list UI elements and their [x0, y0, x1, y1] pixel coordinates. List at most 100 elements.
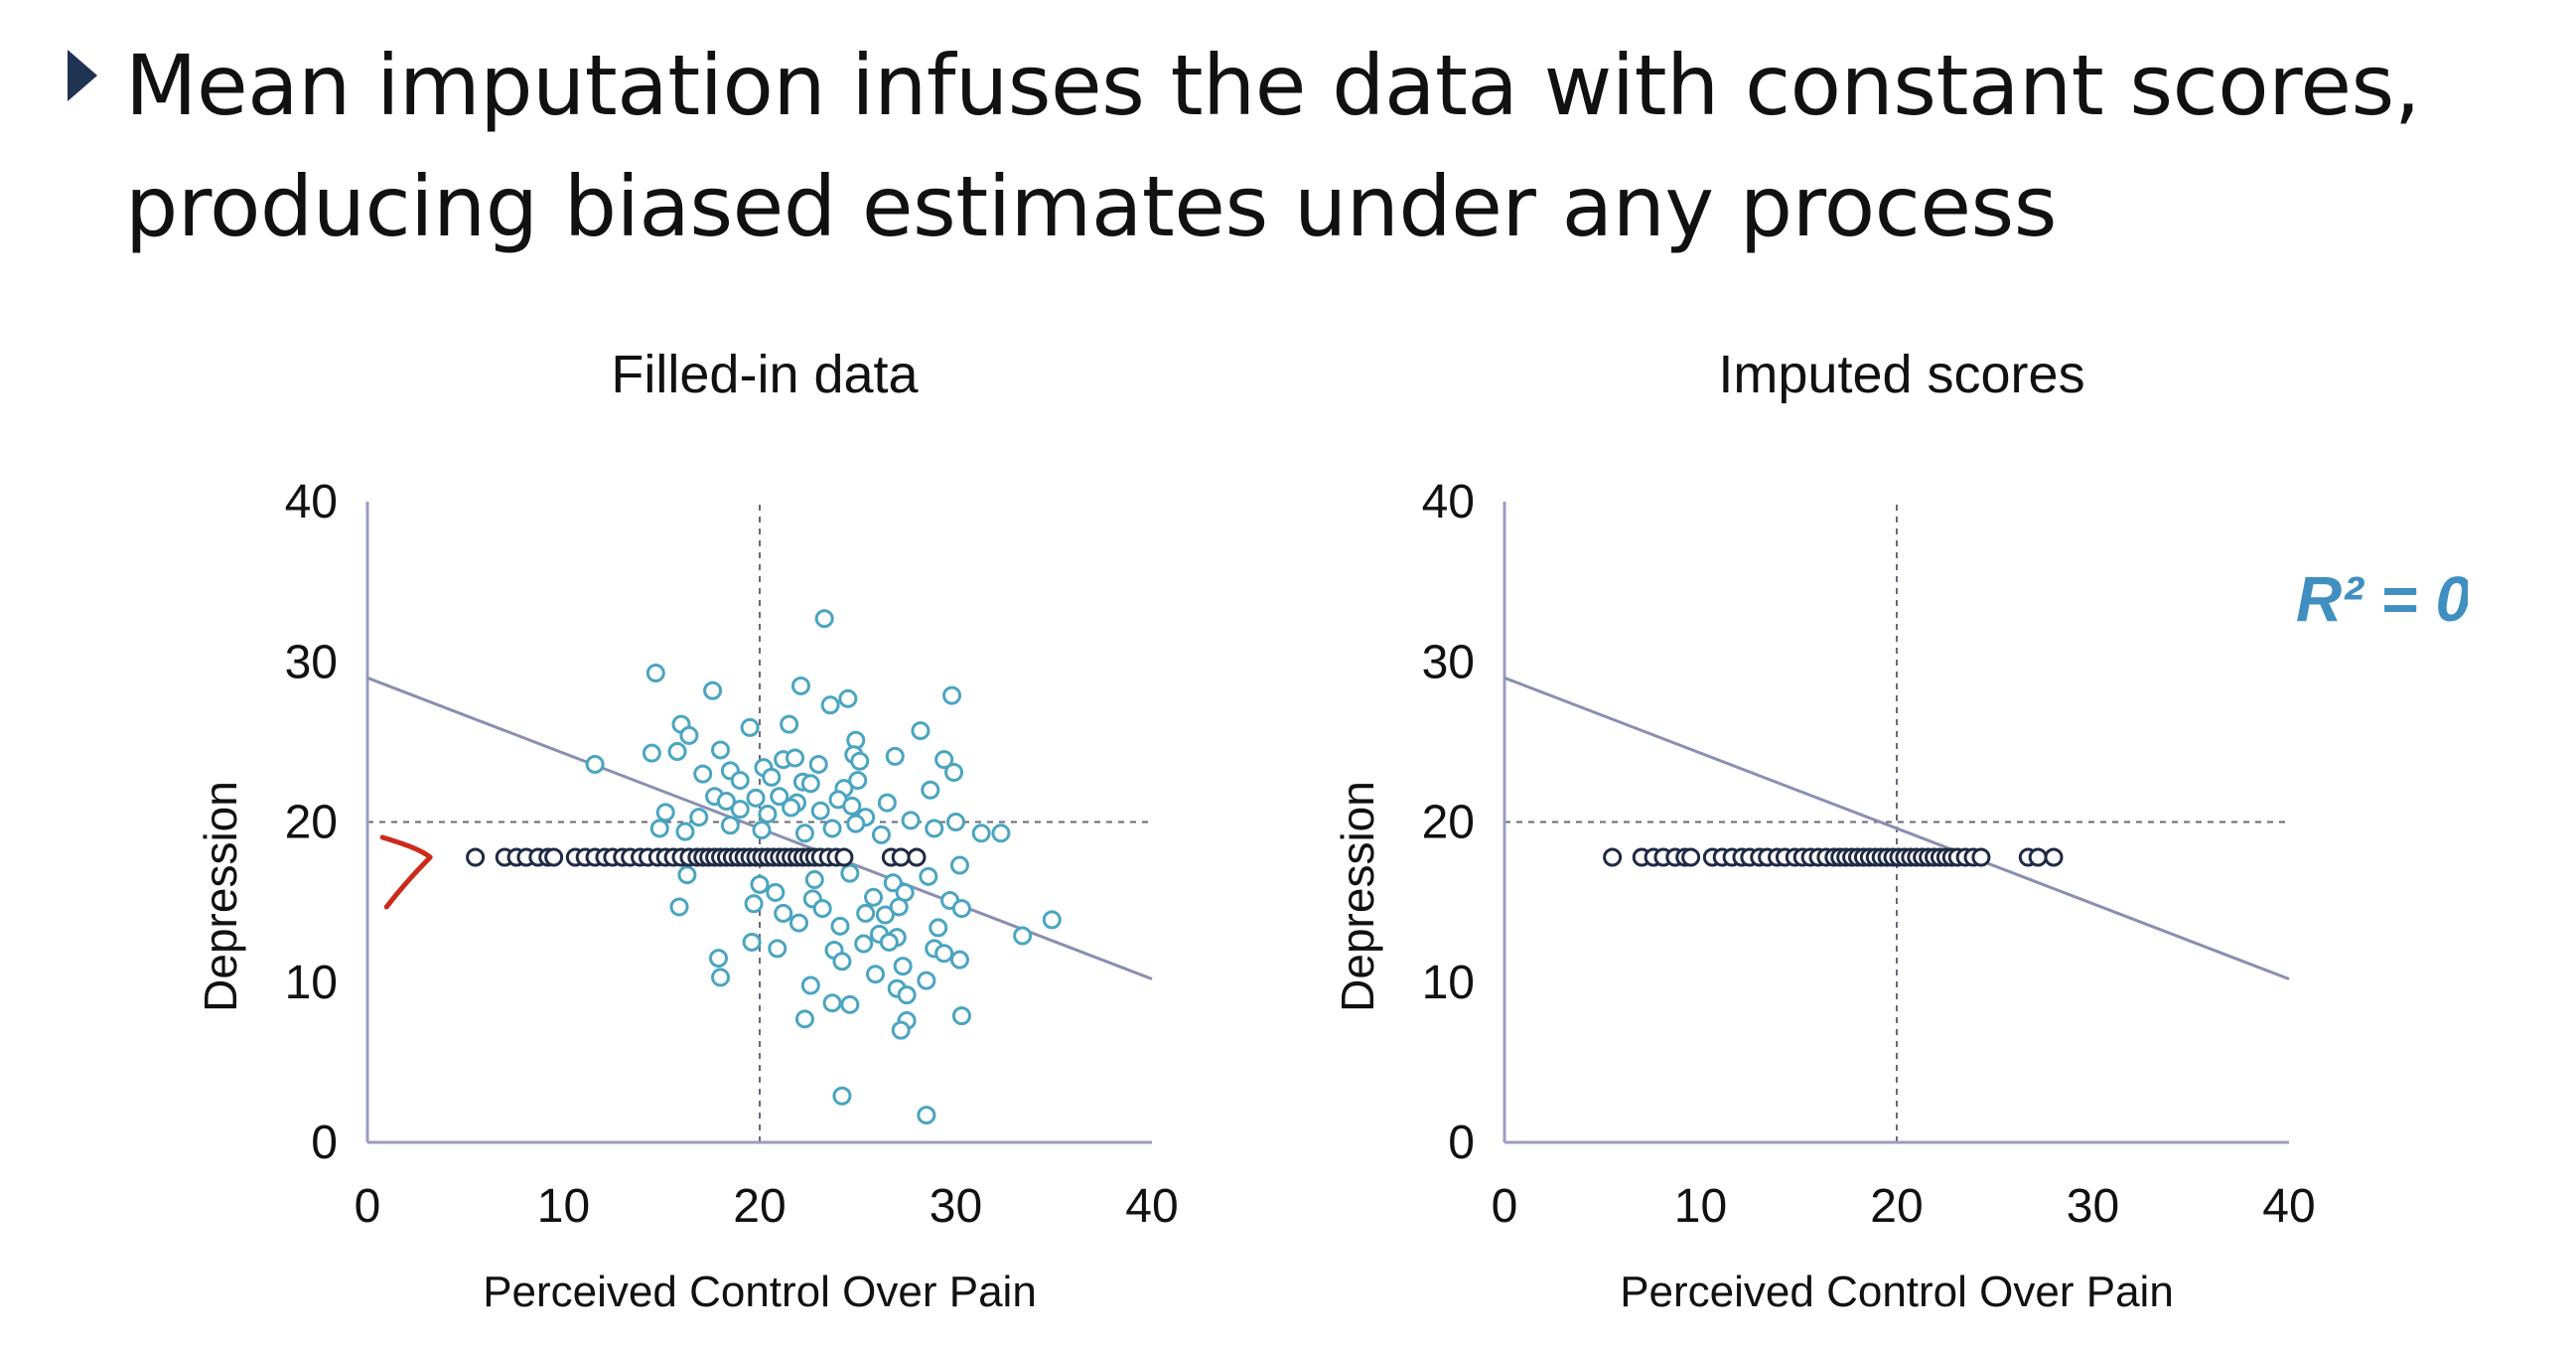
data-point — [649, 819, 669, 838]
x-tick-label: 30 — [2067, 1180, 2119, 1233]
data-point — [830, 916, 850, 936]
x-tick-label: 0 — [355, 1180, 381, 1233]
data-point — [889, 897, 909, 917]
y-axis-label: Depression — [195, 781, 246, 1012]
data-point — [1681, 847, 1701, 867]
data-point — [832, 952, 852, 972]
data-point — [901, 811, 921, 830]
data-point — [716, 792, 736, 812]
data-point — [838, 688, 858, 708]
data-point — [693, 764, 713, 784]
data-point — [711, 968, 730, 987]
data-point — [1971, 847, 1991, 867]
data-point — [746, 788, 766, 808]
data-point — [951, 899, 971, 919]
data-point — [675, 822, 695, 841]
data-point — [991, 823, 1011, 843]
data-point — [911, 721, 930, 741]
data-point — [1013, 926, 1033, 946]
data-point — [804, 870, 824, 890]
y-axis-label: Depression — [1332, 781, 1383, 1012]
data-point — [740, 717, 760, 737]
data-point — [929, 918, 948, 938]
data-point — [840, 863, 860, 883]
data-point — [689, 808, 709, 827]
data-point — [864, 887, 884, 907]
data-point — [645, 664, 665, 683]
data-point — [949, 950, 969, 970]
data-point — [782, 798, 801, 818]
data-point — [544, 847, 564, 867]
data-point — [949, 855, 969, 875]
x-tick-label: 10 — [1674, 1180, 1727, 1233]
data-point — [854, 934, 874, 954]
data-point — [789, 913, 808, 933]
data-point — [780, 714, 799, 734]
data-point — [642, 743, 661, 763]
data-point — [800, 774, 820, 794]
chart-imputed-scores: Imputed scores 0 10 20 30 40 0 10 20 30 40 Perceive… — [1332, 345, 2468, 1316]
y-tick-label: 20 — [285, 797, 338, 849]
data-point — [679, 725, 699, 745]
data-point — [877, 793, 897, 813]
data-point — [744, 894, 764, 914]
data-point — [810, 801, 830, 821]
data-point — [971, 823, 991, 843]
x-tick-label: 40 — [1125, 1180, 1178, 1233]
data-point — [856, 903, 876, 923]
data-point — [951, 1006, 971, 1026]
triangle-bullet-icon — [68, 50, 97, 101]
data-point — [766, 882, 786, 902]
data-point — [786, 748, 805, 768]
y-tick-label: 30 — [285, 636, 338, 688]
data-point — [891, 847, 911, 867]
data-point — [808, 754, 828, 774]
data-point — [2028, 847, 2048, 867]
data-point — [822, 993, 842, 1013]
data-point — [842, 796, 862, 816]
arrow-head — [379, 834, 433, 910]
data-point — [742, 932, 762, 952]
data-point — [790, 675, 810, 695]
data-point — [709, 949, 729, 969]
handwritten-arrow-icon — [379, 834, 433, 910]
title-line-2: producing biased estimates under any pro… — [125, 158, 2058, 255]
data-point — [669, 897, 689, 917]
data-point — [893, 957, 913, 976]
data-point — [848, 771, 868, 791]
data-point — [720, 816, 740, 835]
data-point — [834, 847, 854, 867]
x-tick-label: 20 — [733, 1180, 786, 1233]
data-point — [907, 847, 927, 867]
data-point — [794, 823, 814, 843]
data-point — [585, 754, 605, 774]
data-point — [822, 819, 842, 838]
y-tick-label: 10 — [1422, 957, 1475, 1009]
data-point — [655, 803, 675, 823]
data-point — [711, 740, 730, 760]
data-point — [846, 814, 866, 833]
data-point — [840, 994, 860, 1014]
data-point — [921, 780, 940, 800]
data-point — [832, 1086, 852, 1106]
data-point — [758, 804, 778, 823]
data-point — [730, 800, 750, 820]
data-point — [934, 944, 954, 964]
x-tick-label: 20 — [1870, 1180, 1923, 1233]
data-point — [946, 813, 965, 831]
data-point — [934, 750, 954, 770]
x-axis-label: Perceived Control Over Pain — [1620, 1268, 2174, 1316]
y-tick-label: 10 — [285, 957, 338, 1009]
y-tick-label: 0 — [1448, 1117, 1475, 1169]
data-point — [942, 685, 962, 705]
data-point — [897, 985, 917, 1005]
x-tick-label: 30 — [930, 1180, 982, 1233]
data-point — [812, 899, 832, 919]
chart-filled-in-data: Filled-in data 0 10 20 30 40 0 10 20 30 40 Perceive… — [149, 318, 1179, 1316]
title-line-1: Mean imputation infuses the data with co… — [125, 37, 2421, 134]
regression-line — [1503, 675, 2290, 980]
data-point — [850, 751, 870, 771]
data-point — [883, 873, 903, 893]
chart-title: Filled-in data — [611, 345, 919, 404]
data-point — [774, 903, 793, 923]
